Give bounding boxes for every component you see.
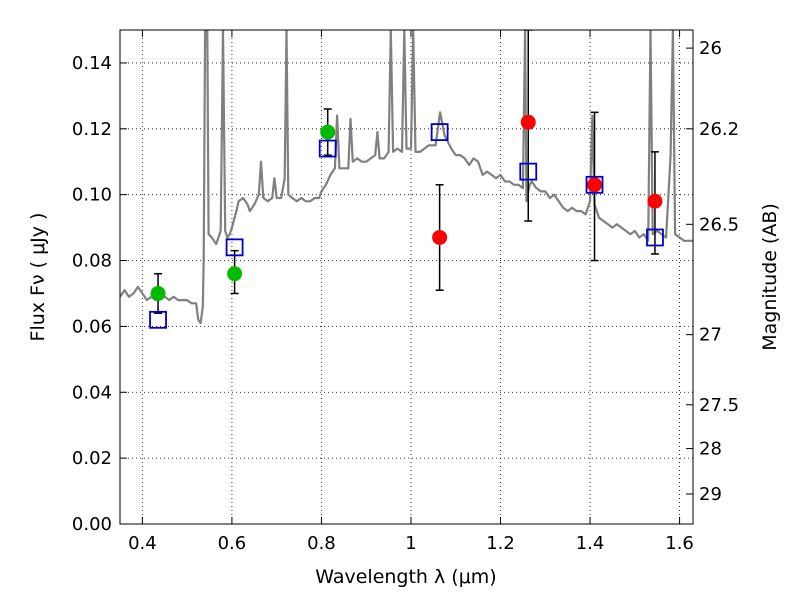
spectrum-line (120, 30, 693, 325)
mag-tick-label: 26.2 (699, 119, 739, 140)
y-tick-label: 0.02 (72, 448, 112, 469)
data-point (320, 124, 336, 140)
model-square (585, 175, 604, 194)
y-tick-label: 0.10 (72, 185, 112, 206)
model-square (318, 139, 337, 158)
y-tick-label: 0.08 (72, 251, 112, 272)
data-point (227, 266, 243, 282)
mag-tick-label: 26.5 (699, 214, 739, 235)
x-tick-label: 0.8 (307, 533, 336, 554)
data-point (520, 114, 536, 130)
mag-tick-label: 27 (699, 325, 722, 346)
mag-tick-label: 26 (699, 38, 722, 59)
y-tick-label: 0.12 (72, 119, 112, 140)
data-point (647, 193, 663, 209)
data-point (432, 229, 448, 245)
x-tick-label: 1.6 (665, 533, 694, 554)
x-tick-label: 0.6 (218, 533, 247, 554)
mag-tick-label: 27.5 (699, 395, 739, 416)
spectrum-layer (120, 30, 693, 325)
model-square (519, 162, 538, 181)
data-point (150, 285, 166, 301)
y-tick-label: 0.00 (72, 514, 112, 535)
plot-area (120, 30, 693, 329)
y-tick-label: 0.04 (72, 382, 112, 403)
marker-layer (149, 114, 664, 329)
x-tick-label: 1.2 (486, 533, 515, 554)
right-axis-label: Magnitude (AB) (759, 203, 781, 351)
y-tick-label: 0.14 (72, 53, 112, 74)
model-square (430, 123, 449, 141)
model-square (149, 310, 167, 329)
y-tick-label: 0.06 (72, 316, 112, 337)
x-tick-label: 1 (405, 533, 416, 554)
model-square (225, 238, 244, 257)
x-axis-label: Wavelength λ (μm) (315, 566, 496, 588)
plot-frame (119, 29, 694, 525)
x-tick-label: 1.4 (576, 533, 605, 554)
data-point (587, 177, 603, 193)
mag-tick-label: 29 (699, 484, 722, 505)
y-axis-label: Flux Fν ( μJy ) (27, 213, 49, 342)
ticks: 0.4 0.6 0.8 1 1.2 1.4 1.6 0.00 0.02 0.04 0.06 0.08 0… (72, 30, 739, 554)
x-tick-label: 0.4 (128, 533, 157, 554)
mag-tick-label: 28 (699, 439, 722, 460)
model-square (646, 228, 664, 247)
